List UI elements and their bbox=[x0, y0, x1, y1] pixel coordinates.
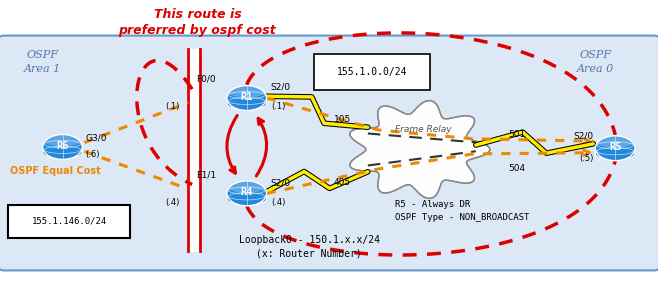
Ellipse shape bbox=[227, 86, 266, 111]
Text: (.1): (.1) bbox=[166, 102, 180, 111]
Text: F0/0: F0/0 bbox=[196, 75, 216, 84]
Polygon shape bbox=[350, 101, 490, 199]
Ellipse shape bbox=[595, 136, 635, 161]
FancyBboxPatch shape bbox=[8, 205, 130, 238]
Text: (.5): (.5) bbox=[579, 155, 594, 163]
Text: 501: 501 bbox=[508, 130, 525, 139]
Text: (.4): (.4) bbox=[272, 198, 286, 207]
Text: 504: 504 bbox=[508, 164, 525, 173]
Ellipse shape bbox=[597, 136, 633, 148]
Text: 405: 405 bbox=[334, 178, 351, 187]
Text: (.1): (.1) bbox=[272, 102, 286, 111]
Text: OSPF
Area 1: OSPF Area 1 bbox=[24, 50, 61, 74]
Ellipse shape bbox=[229, 182, 265, 193]
Text: R5: R5 bbox=[609, 142, 621, 152]
Text: S2/0: S2/0 bbox=[270, 83, 291, 92]
Text: R4: R4 bbox=[241, 187, 253, 197]
Text: S2/0: S2/0 bbox=[270, 178, 291, 187]
Text: OSPF
Area 0: OSPF Area 0 bbox=[577, 50, 614, 74]
Ellipse shape bbox=[229, 86, 265, 98]
Text: Loopback0 - 150.1.x.x/24
(x: Router Number): Loopback0 - 150.1.x.x/24 (x: Router Numb… bbox=[239, 235, 380, 259]
Ellipse shape bbox=[43, 147, 82, 158]
Text: (.6): (.6) bbox=[86, 150, 100, 158]
Text: E1/1: E1/1 bbox=[196, 170, 216, 179]
Text: (.4): (.4) bbox=[166, 198, 180, 207]
Text: S2/0: S2/0 bbox=[573, 131, 594, 140]
FancyBboxPatch shape bbox=[0, 36, 658, 270]
Text: 155.1.0.0/24: 155.1.0.0/24 bbox=[336, 67, 407, 77]
Ellipse shape bbox=[227, 181, 266, 206]
Text: This route is
preferred by ospf cost: This route is preferred by ospf cost bbox=[118, 8, 276, 37]
Text: 105: 105 bbox=[334, 115, 351, 124]
FancyBboxPatch shape bbox=[314, 54, 430, 90]
Ellipse shape bbox=[43, 135, 82, 159]
Text: Frame Relay: Frame Relay bbox=[395, 125, 451, 135]
Ellipse shape bbox=[227, 193, 266, 205]
Text: G3/0: G3/0 bbox=[86, 134, 107, 143]
Text: R1: R1 bbox=[241, 92, 253, 102]
Text: R6: R6 bbox=[57, 141, 68, 151]
Ellipse shape bbox=[45, 135, 80, 147]
Ellipse shape bbox=[595, 148, 635, 160]
Ellipse shape bbox=[227, 98, 266, 110]
Text: OSPF Equal Cost: OSPF Equal Cost bbox=[10, 166, 101, 176]
Text: 155.1.146.0/24: 155.1.146.0/24 bbox=[32, 217, 107, 226]
Text: R5 - Always DR
OSPF Type - NON_BROADCAST: R5 - Always DR OSPF Type - NON_BROADCAST bbox=[395, 200, 529, 222]
